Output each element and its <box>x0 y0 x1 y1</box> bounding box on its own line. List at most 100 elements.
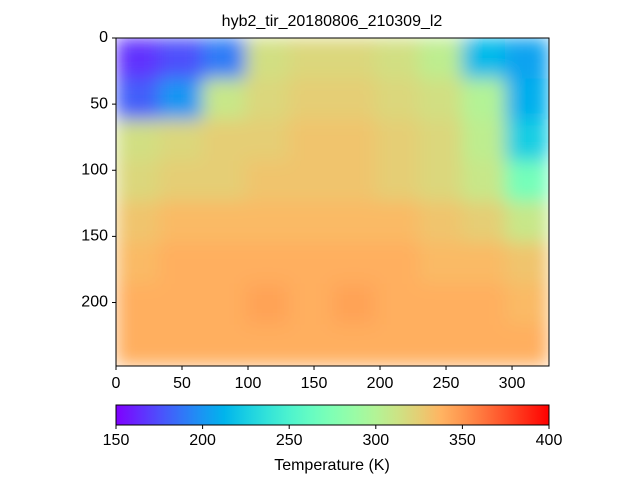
pixel-cell <box>461 283 507 326</box>
pixel-cell <box>375 160 420 203</box>
pixel-cell <box>332 160 377 203</box>
y-tick-label: 150 <box>81 228 108 245</box>
x-tick-label: 150 <box>301 375 328 392</box>
x-tick-label: 50 <box>173 375 191 392</box>
colorbar-tick-label: 200 <box>189 432 216 449</box>
x-tick-label: 0 <box>112 375 121 392</box>
pixel-cell <box>288 119 333 162</box>
x-tick-label: 100 <box>235 375 262 392</box>
pixel-cell <box>332 242 377 285</box>
pixel-cell <box>116 201 160 244</box>
y-tick-label: 50 <box>90 95 108 112</box>
pixel-cell <box>418 119 463 162</box>
pixel-cell <box>158 78 204 121</box>
pixel-cell <box>202 324 247 366</box>
image <box>116 38 549 366</box>
pixel-cell <box>375 324 420 366</box>
pixel-cell <box>288 324 333 366</box>
pixel-cell <box>202 119 247 162</box>
pixel-cell <box>461 78 507 121</box>
pixel-cell <box>202 78 247 121</box>
pixel-cell <box>332 78 377 121</box>
pixel-cell <box>288 38 333 80</box>
pixel-cell <box>158 119 204 162</box>
pixel-cell <box>202 38 247 80</box>
pixel-cell <box>158 283 204 326</box>
pixel-cell <box>461 119 507 162</box>
pixel-cell <box>116 283 160 326</box>
pixel-cell <box>461 160 507 203</box>
y-tick-label: 0 <box>99 29 108 46</box>
pixel-cell <box>418 160 463 203</box>
colorbar-tick-label: 300 <box>362 432 389 449</box>
x-tick-label: 200 <box>367 375 394 392</box>
colorbar-tick-label: 250 <box>276 432 303 449</box>
pixel-cell <box>332 324 377 366</box>
pixel-cell <box>116 119 160 162</box>
pixel-cell <box>505 201 549 244</box>
pixel-cell <box>418 324 463 366</box>
pixel-cell <box>288 242 333 285</box>
pixel-cell <box>116 242 160 285</box>
y-tick-label: 100 <box>81 161 108 178</box>
pixel-cell <box>375 283 420 326</box>
pixel-cell <box>418 283 463 326</box>
pixel-cell <box>288 160 333 203</box>
pixel-cell <box>332 119 377 162</box>
pixel-cell <box>375 78 420 121</box>
pixel-cell <box>461 324 507 366</box>
pixel-cell <box>332 283 377 326</box>
pixel-cell <box>245 242 290 285</box>
pixel-cell <box>418 38 463 80</box>
pixel-cell <box>158 242 204 285</box>
pixel-cell <box>505 283 549 326</box>
pixel-cell <box>461 201 507 244</box>
colorbar-tick-label: 150 <box>103 432 130 449</box>
pixel-cell <box>202 283 247 326</box>
pixel-cell <box>505 242 549 285</box>
chart-title: hyb2_tir_20180806_210309_l2 <box>222 13 443 30</box>
pixel-cell <box>245 160 290 203</box>
pixel-cell <box>505 324 549 366</box>
pixel-cell <box>375 119 420 162</box>
colorbar <box>115 404 550 426</box>
pixel-cell <box>375 38 420 80</box>
pixel-cell <box>375 242 420 285</box>
pixel-cell <box>461 242 507 285</box>
pixel-cell <box>332 38 377 80</box>
colorbar-label: Temperature (K) <box>274 457 390 474</box>
pixel-cell <box>158 324 204 366</box>
y-tick-label: 200 <box>81 294 108 311</box>
pixel-cell <box>375 201 420 244</box>
pixel-cell <box>245 283 290 326</box>
x-tick-label: 300 <box>499 375 526 392</box>
pixel-cell <box>202 160 247 203</box>
pixel-cell <box>245 119 290 162</box>
pixel-cell <box>288 201 333 244</box>
pixel-cell <box>418 201 463 244</box>
pixel-cell <box>461 38 507 80</box>
pixel-cell <box>116 160 160 203</box>
colorbar-tick-label: 400 <box>536 432 563 449</box>
pixel-cell <box>245 38 290 80</box>
colorbar-tick-label: 350 <box>449 432 476 449</box>
x-tick-label: 250 <box>433 375 460 392</box>
pixel-cell <box>158 201 204 244</box>
pixel-cell <box>245 201 290 244</box>
pixel-cell <box>505 119 549 162</box>
pixel-cell <box>202 242 247 285</box>
pixel-cell <box>245 324 290 366</box>
pixel-cell <box>116 78 160 121</box>
pixel-cell <box>505 78 549 121</box>
pixel-cell <box>505 160 549 203</box>
pixel-cell <box>158 160 204 203</box>
pixel-cell <box>505 38 549 80</box>
pixel-cell <box>116 324 160 366</box>
pixel-cell <box>332 201 377 244</box>
pixel-cell <box>158 38 204 80</box>
pixel-cell <box>418 78 463 121</box>
pixel-cell <box>418 242 463 285</box>
plot-frame <box>115 37 550 367</box>
pixel-cell <box>245 78 290 121</box>
